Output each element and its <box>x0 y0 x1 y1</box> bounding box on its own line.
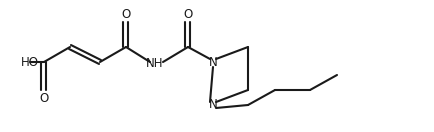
Text: N: N <box>208 98 217 112</box>
Text: N: N <box>208 55 217 69</box>
Text: O: O <box>183 8 192 20</box>
Text: NH: NH <box>146 56 163 70</box>
Text: O: O <box>121 8 130 20</box>
Text: HO: HO <box>21 55 39 69</box>
Text: O: O <box>39 93 49 105</box>
